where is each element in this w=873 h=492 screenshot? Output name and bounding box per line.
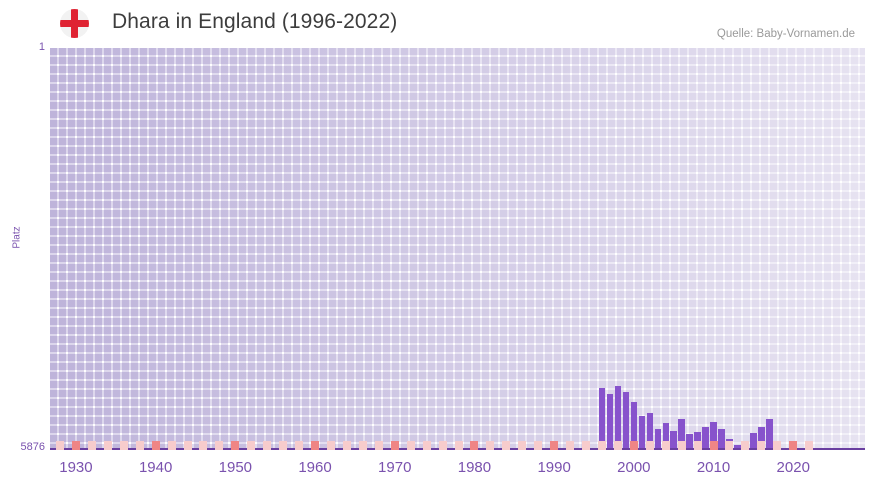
x-axis-tick-minor: [422, 441, 431, 450]
x-axis-tick-minor: [342, 441, 351, 450]
x-axis-tick-minor: [677, 441, 686, 450]
bar: [654, 429, 662, 449]
chart-header: Dhara in England (1996-2022) Quelle: Bab…: [0, 0, 873, 46]
x-axis-tick-minor: [741, 441, 750, 450]
x-axis-tick-minor: [566, 441, 575, 450]
x-axis-tick-minor: [502, 441, 511, 450]
x-axis-tick-major: [231, 441, 240, 450]
bar: [758, 427, 765, 449]
bar: [678, 419, 686, 449]
x-axis-tick-minor: [199, 441, 208, 450]
bar: [686, 434, 694, 449]
bar: [702, 427, 709, 449]
page-title: Dhara in England (1996-2022): [112, 10, 398, 33]
x-axis-tick-label: 2020: [776, 459, 810, 476]
x-axis-tick-major: [629, 441, 638, 450]
y-axis-top-label: 1: [38, 41, 45, 53]
x-axis-tick-major: [550, 441, 559, 450]
x-axis-tick-minor: [486, 441, 495, 450]
x-axis-tick-minor: [518, 441, 527, 450]
bar: [622, 392, 630, 449]
x-axis-tick-minor: [757, 441, 766, 450]
x-axis-tick-minor: [406, 441, 415, 450]
x-axis-tick-minor: [805, 441, 814, 450]
x-axis-tick-minor: [597, 441, 606, 450]
bars-container: [50, 48, 865, 449]
x-axis-tick-minor: [613, 441, 622, 450]
x-axis-tick-minor: [167, 441, 176, 450]
x-axis-tick-minor: [661, 441, 670, 450]
x-axis-tick-major: [390, 441, 399, 450]
bar: [766, 419, 773, 449]
x-axis-tick-label: 1960: [298, 459, 332, 476]
x-axis-tick-minor: [326, 441, 335, 450]
x-axis-tick-minor: [87, 441, 96, 450]
y-axis-title: Platz: [11, 226, 23, 249]
x-axis-tick-minor: [56, 441, 64, 450]
x-axis-tick-minor: [263, 441, 272, 450]
x-axis-tick-label: 2010: [696, 459, 731, 476]
x-axis-tick-major: [709, 441, 718, 450]
x-axis-tick-major: [311, 441, 320, 450]
bar: [614, 386, 622, 449]
bar: [606, 394, 614, 449]
x-axis-tick-minor: [693, 441, 702, 450]
bar: [630, 402, 638, 449]
x-axis-tick-minor: [183, 441, 192, 450]
england-flag-icon: [60, 9, 89, 38]
x-axis-tick-label: 1990: [537, 459, 571, 476]
x-axis-tick-minor: [358, 441, 367, 450]
x-axis-tick-minor: [135, 441, 144, 450]
bar: [750, 433, 757, 449]
y-axis-bottom-label: 5876: [20, 441, 45, 453]
bar: [646, 413, 654, 449]
x-axis-tick-label: 1950: [218, 459, 253, 476]
x-axis-tick-minor: [725, 441, 734, 450]
x-axis-tick-label: 1970: [378, 459, 412, 476]
x-axis-tick-minor: [534, 441, 543, 450]
x-axis-tick-minor: [582, 441, 591, 450]
bar: [598, 388, 606, 449]
bar: [670, 431, 678, 449]
bar: [710, 422, 717, 449]
x-axis-tick-label: 2000: [617, 459, 651, 476]
x-axis-tick-minor: [279, 441, 288, 450]
bar: [662, 423, 670, 449]
x-axis-tick-minor: [247, 441, 256, 450]
x-axis-tick-minor: [438, 441, 447, 450]
x-axis-tick-minor: [295, 441, 304, 450]
x-axis-tick-minor: [119, 441, 128, 450]
x-axis-tick-major: [71, 441, 80, 450]
bar: [718, 429, 725, 449]
x-axis-tick-minor: [645, 441, 654, 450]
x-axis-tick-minor: [103, 441, 112, 450]
bar: [734, 445, 741, 449]
source-attribution: Quelle: Baby-Vornamen.de: [716, 28, 855, 40]
x-axis-tick-minor: [374, 441, 383, 450]
bar: [694, 432, 701, 449]
x-axis-tick-major: [151, 441, 160, 450]
x-axis-tick-label: 1940: [138, 459, 173, 476]
plot-area: [50, 48, 865, 449]
x-axis-tick-minor: [454, 441, 463, 450]
x-axis-tick-label: 1930: [59, 459, 93, 476]
bar: [638, 416, 646, 449]
x-axis-tick-minor: [215, 441, 224, 450]
x-axis-tick-minor: [773, 441, 782, 450]
x-axis-tick-major: [470, 441, 479, 450]
x-axis-tick-label: 1980: [457, 459, 492, 476]
x-axis-tick-major: [789, 441, 798, 450]
